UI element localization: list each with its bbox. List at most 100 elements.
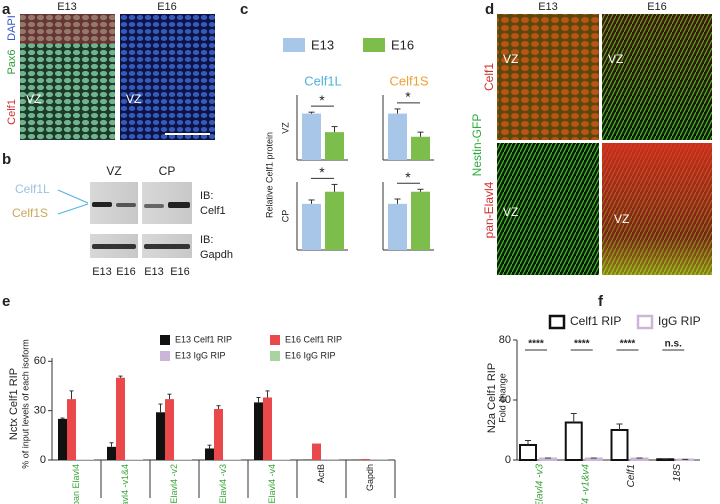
- bar: [630, 457, 649, 461]
- panel-label: a: [2, 1, 11, 18]
- region-label: VZ: [126, 92, 141, 106]
- micrograph-overlay: [602, 143, 712, 275]
- legend-swatch: [270, 335, 280, 345]
- isoform-label: Celf1L: [15, 182, 50, 196]
- x-tick-label: Celf1: [626, 464, 637, 487]
- y-tick-label: 0: [40, 454, 46, 466]
- bar: [584, 457, 603, 461]
- x-tick-label: Elavl4 -v1&v4: [580, 464, 591, 504]
- significance-label: ****: [528, 339, 544, 350]
- band: [92, 244, 136, 249]
- x-tick-label: Elavl4 -v3: [535, 464, 546, 504]
- row-label: CP: [280, 210, 290, 223]
- legend-swatch: [636, 314, 654, 330]
- legend-label: E13 IgG RIP: [175, 350, 226, 360]
- bar: [116, 377, 125, 460]
- region-label: VZ: [26, 92, 41, 106]
- row-label: VZ: [280, 122, 290, 134]
- lane-label: E16: [116, 266, 136, 278]
- region-label: CP: [159, 164, 176, 178]
- micrograph: [20, 14, 115, 140]
- blot-label: Gapdh: [200, 249, 233, 261]
- legend-label: E16 Celf1 RIP: [285, 334, 342, 344]
- row-label: Celf1: [482, 63, 496, 91]
- lane-label: E13: [92, 266, 112, 278]
- bar: [302, 203, 321, 250]
- y-axis-label: N2a Celf1 RIP: [486, 363, 498, 433]
- panel-label: b: [2, 151, 11, 168]
- bar: [254, 402, 263, 460]
- bar: [205, 448, 214, 460]
- bar: [411, 191, 430, 250]
- x-tick-label: pan Elavl4: [71, 464, 81, 504]
- bar: [156, 412, 165, 460]
- bar: [302, 113, 321, 160]
- reporter-label: Nestin-GFP: [470, 114, 484, 177]
- y-axis-label: Relative Celf1 protein: [264, 132, 274, 218]
- x-tick-label: Elavl4 -v2: [169, 464, 179, 504]
- micrograph: [120, 14, 215, 140]
- bar: [564, 421, 583, 461]
- bar: [67, 399, 76, 460]
- column-label: E13: [538, 1, 558, 13]
- y-axis-sublabel: % of input levels of each isoform: [20, 339, 30, 469]
- legend-label: Celf1 RIP: [570, 314, 621, 328]
- blot-label: IB:: [200, 190, 213, 202]
- bar: [214, 409, 223, 460]
- bar: [519, 444, 537, 461]
- isoform-label: Celf1S: [12, 206, 48, 220]
- row-label: pan-Elavl4: [482, 181, 496, 238]
- legend-label: E13: [311, 37, 334, 52]
- bar: [58, 418, 67, 460]
- significance-label: *: [405, 169, 411, 185]
- subplot-title: Celf1S: [389, 73, 428, 88]
- band: [116, 203, 136, 207]
- significance-label: ****: [574, 339, 590, 350]
- bar: [165, 399, 174, 460]
- bar: [325, 132, 344, 160]
- blot-label: IB:: [200, 234, 213, 246]
- subplot-title: Celf1L: [304, 73, 342, 88]
- micrograph-overlay: [20, 14, 115, 44]
- significance-label: n.s.: [665, 339, 682, 350]
- significance-label: *: [405, 89, 411, 105]
- legend-label: E16: [391, 37, 414, 52]
- region-label: VZ: [608, 52, 623, 66]
- y-axis-sublabel: Fold change: [497, 373, 507, 423]
- region-label: VZ: [614, 212, 629, 226]
- bar: [411, 136, 430, 160]
- micrograph: [497, 143, 599, 275]
- x-tick-label: ActB: [316, 464, 326, 483]
- significance-label: *: [319, 164, 325, 180]
- legend-label: E13 Celf1 RIP: [175, 334, 232, 344]
- y-tick-label: 30: [34, 405, 46, 417]
- region-label: VZ: [503, 205, 518, 219]
- bar: [388, 113, 407, 160]
- region-label: VZ: [106, 164, 121, 178]
- y-tick-label: 0: [505, 454, 511, 466]
- band: [92, 202, 112, 207]
- stain-label: Celf1: [6, 99, 18, 125]
- isoform-pointer: [57, 189, 89, 215]
- y-tick-label: 80: [499, 334, 511, 346]
- y-tick-label: 60: [34, 355, 46, 367]
- significance-label: *: [319, 92, 325, 108]
- bar: [388, 203, 407, 250]
- panel-label: d: [485, 1, 494, 18]
- stain-label: Pax6: [6, 49, 18, 74]
- legend-label: E16 IgG RIP: [285, 350, 336, 360]
- column-label: E13: [57, 1, 77, 13]
- y-axis-label: Nctx Celf1 RIP: [8, 368, 20, 440]
- x-tick-label: Elavl4 -v3: [218, 464, 228, 504]
- panel-label: e: [2, 293, 10, 310]
- bar: [610, 429, 629, 461]
- micrograph-overlay: [602, 14, 712, 140]
- legend-swatch: [548, 314, 566, 330]
- x-tick-label: Elavl4 -v1&4: [120, 464, 130, 504]
- x-tick-label: Elavl4 -v4: [267, 464, 277, 504]
- x-tick-label: 18S: [672, 464, 683, 482]
- band: [144, 204, 164, 208]
- y-tick-label: 40: [499, 394, 511, 406]
- bar: [361, 459, 370, 460]
- legend-swatch: [270, 351, 280, 361]
